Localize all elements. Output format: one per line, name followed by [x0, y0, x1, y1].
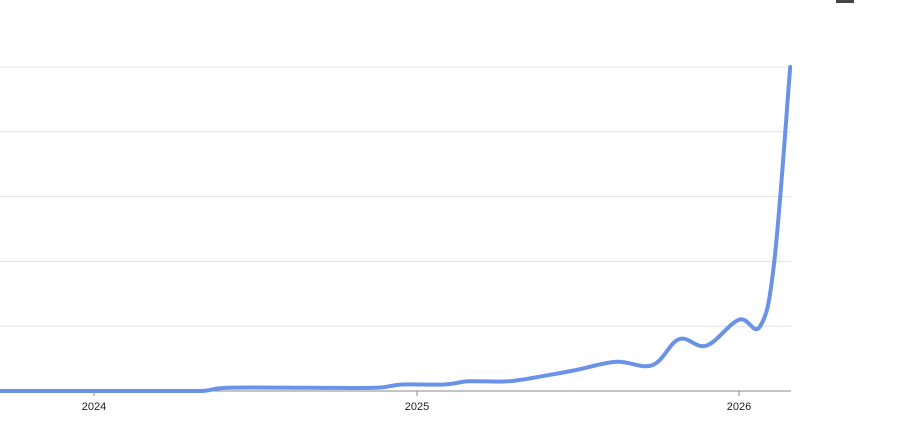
series-line — [0, 65, 793, 394]
x-axis-ticks: 2024 2025 2026 — [82, 391, 751, 413]
x-tick-label: 2024 — [82, 401, 106, 413]
menu-icon[interactable] — [836, 0, 854, 3]
x-tick-label: 2025 — [405, 401, 429, 413]
x-tick-label: 2026 — [727, 401, 751, 413]
grid-lines — [0, 66, 791, 327]
